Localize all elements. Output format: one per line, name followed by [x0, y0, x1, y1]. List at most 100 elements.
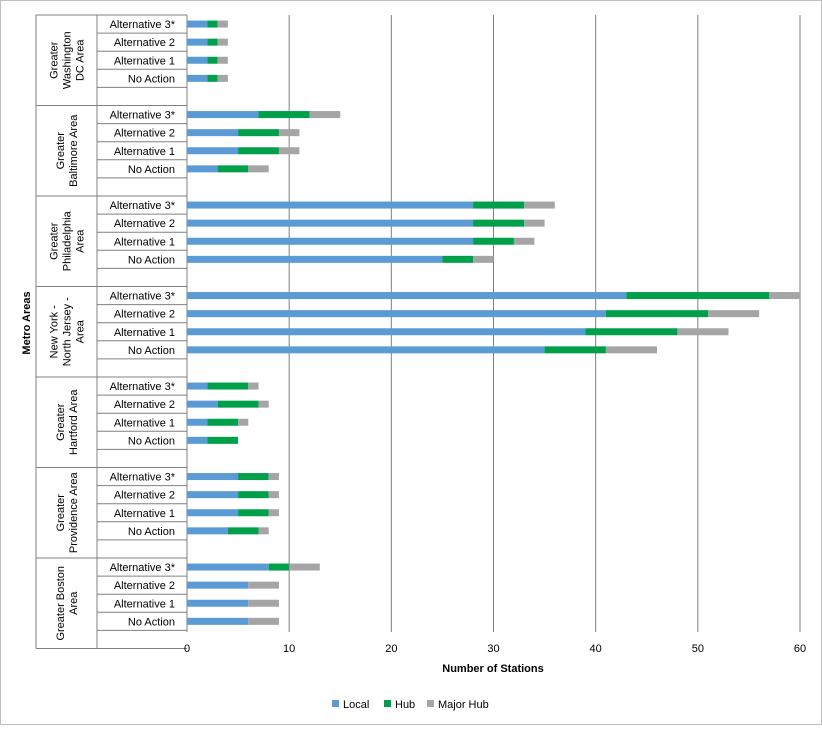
x-tick-label: 40: [590, 643, 602, 655]
bar-segment-local: [187, 74, 208, 82]
row-label: No Action: [128, 526, 175, 538]
bar-segment-major-hub: [769, 292, 800, 300]
row-label: Alternative 3*: [110, 562, 176, 574]
group-label: GreaterWashingtonDC Area: [49, 31, 87, 89]
group-label-line: Area: [75, 319, 87, 343]
bar-segment-major-hub: [513, 237, 535, 245]
bar-segment-hub: [207, 74, 218, 82]
group-label: GreaterPhiladelphiaArea: [49, 210, 87, 271]
bar-segment-hub: [473, 201, 525, 209]
bar-segment-local: [187, 418, 208, 426]
row-label: No Action: [128, 164, 175, 176]
row-label: Alternative 2: [114, 309, 175, 321]
bar-segment-local: [187, 436, 208, 444]
group-label-line: Washington: [62, 31, 74, 89]
bar-segment-hub: [238, 473, 269, 481]
bar-segment-local: [187, 328, 586, 336]
bar-segment-local: [187, 563, 269, 571]
row-label: Alternative 2: [114, 218, 175, 230]
bar-segment-major-hub: [524, 219, 545, 227]
row-label: Alternative 3*: [110, 200, 176, 212]
row-label: Alternative 2: [114, 580, 175, 592]
group-label-line: DC Area: [75, 39, 87, 81]
bar-segment-hub: [238, 509, 269, 517]
bar-segment-hub: [207, 436, 239, 444]
bar-segment-major-hub: [248, 599, 279, 607]
bar-segment-hub: [217, 400, 259, 408]
row-label: Alternative 3*: [110, 381, 176, 393]
group-label-line: Hartford Area: [68, 389, 80, 455]
group-label-line: Philadelphia: [62, 210, 74, 271]
bars: [187, 20, 800, 625]
bar-segment-local: [187, 400, 218, 408]
group-label: New York -North Jersey -Area: [49, 297, 87, 366]
row-label: No Action: [128, 345, 175, 357]
row-label: No Action: [128, 435, 175, 447]
bar-segment-hub: [238, 129, 279, 137]
bar-segment-local: [187, 509, 239, 517]
x-tick-label: 20: [385, 643, 397, 655]
bar-segment-local: [187, 237, 474, 245]
bar-segment-major-hub: [248, 617, 279, 625]
bar-segment-local: [187, 38, 208, 46]
x-tick-label: 0: [184, 643, 190, 655]
bar-segment-hub: [217, 165, 249, 173]
bar-segment-major-hub: [289, 563, 320, 571]
group-label-line: Providence Area: [68, 472, 80, 554]
bar-segment-major-hub: [524, 201, 555, 209]
bar-segment-major-hub: [605, 346, 657, 354]
bar-segment-hub: [268, 563, 290, 571]
bar-segment-major-hub: [248, 165, 269, 173]
x-tick-label: 50: [692, 643, 704, 655]
bar-segment-major-hub: [268, 491, 279, 499]
bar-segment-local: [187, 165, 218, 173]
bar-segment-major-hub: [708, 310, 760, 318]
row-label: Alternative 2: [114, 37, 175, 49]
group-label: Greater BostonArea: [55, 566, 80, 641]
bar-segment-hub: [207, 382, 249, 390]
x-axis-ticks: 0 10 20 30 40 50 60: [184, 643, 806, 655]
row-label: No Action: [128, 73, 175, 85]
bar-segment-hub: [207, 56, 218, 64]
row-label: Alternative 1: [114, 236, 175, 248]
row-label: Alternative 1: [114, 55, 175, 67]
group-label-line: Greater: [49, 41, 61, 79]
bar-segment-hub: [544, 346, 606, 354]
legend-swatch-local: [332, 700, 339, 707]
group-label-line: Baltimore Area: [68, 114, 80, 187]
bar-segment-major-hub: [268, 473, 279, 481]
bar-segment-local: [187, 346, 545, 354]
bar-segment-local: [187, 111, 259, 119]
bar-segment-major-hub: [217, 74, 228, 82]
bar-segment-major-hub: [217, 56, 228, 64]
group-label-line: Greater: [55, 403, 67, 441]
bar-segment-major-hub: [217, 20, 228, 28]
bar-segment-major-hub: [217, 38, 228, 46]
bar-segment-local: [187, 201, 474, 209]
row-label: Alternative 1: [114, 327, 175, 339]
bar-segment-hub: [207, 38, 218, 46]
bar-segment-hub: [473, 237, 514, 245]
bar-segment-hub: [473, 219, 525, 227]
bar-segment-hub: [227, 527, 259, 535]
group-label: GreaterBaltimore Area: [55, 114, 80, 187]
bar-segment-local: [187, 599, 249, 607]
bar-segment-major-hub: [473, 255, 494, 263]
bar-segment-hub: [207, 418, 239, 426]
group-label-line: New York -: [49, 305, 61, 359]
bar-segment-major-hub: [248, 581, 279, 589]
bar-segment-local: [187, 219, 474, 227]
legend-swatch-major-hub: [427, 700, 434, 707]
row-label: Alternative 2: [114, 399, 175, 411]
bar-segment-major-hub: [258, 400, 269, 408]
row-label: Alternative 1: [114, 417, 175, 429]
bar-segment-major-hub: [258, 527, 269, 535]
bar-segment-local: [187, 527, 228, 535]
group-label-line: Area: [68, 591, 80, 615]
legend-label: Hub: [395, 699, 415, 711]
bar-segment-local: [187, 147, 239, 155]
row-label: Alternative 3*: [110, 19, 176, 31]
bar-segment-local: [187, 382, 208, 390]
